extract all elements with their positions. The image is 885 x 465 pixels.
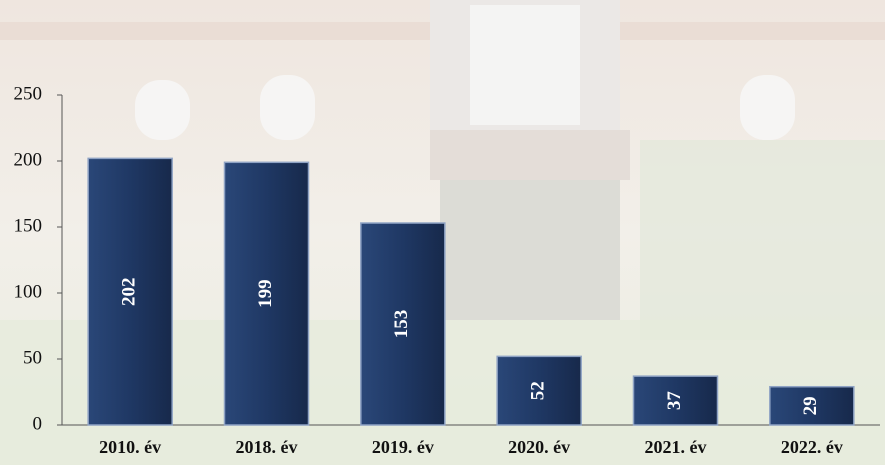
x-tick-label: 2022. év xyxy=(781,437,843,457)
x-tick-label: 2019. év xyxy=(372,437,434,457)
value-label: 202 xyxy=(119,277,140,306)
y-tick-label: 200 xyxy=(14,149,43,170)
chart: 0 50 100 150 200 250 2010. év 202 2018. év 199 201… xyxy=(0,0,885,465)
x-tick-label: 2010. év xyxy=(99,437,161,457)
x-tick-label: 2020. év xyxy=(508,437,570,457)
x-tick-label: 2021. év xyxy=(645,437,707,457)
value-label: 199 xyxy=(255,279,276,308)
y-tick-label: 50 xyxy=(23,347,42,368)
value-label: 52 xyxy=(528,381,549,400)
y-tick-label: 250 xyxy=(14,83,43,104)
y-tick-label: 0 xyxy=(33,413,43,434)
value-label: 29 xyxy=(800,396,821,415)
x-tick-label: 2018. év xyxy=(236,437,298,457)
y-tick-label: 100 xyxy=(14,281,43,302)
y-tick-label: 150 xyxy=(14,215,43,236)
value-label: 153 xyxy=(391,310,412,339)
value-label: 37 xyxy=(664,391,685,411)
